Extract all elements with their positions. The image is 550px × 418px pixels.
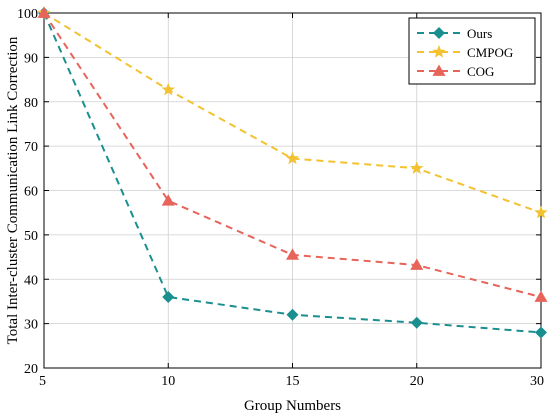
y-tick-label: 90 (24, 51, 38, 66)
x-axis: 5 10 15 20 30 (39, 13, 544, 389)
legend-item: CMPOG (417, 45, 513, 60)
data-point (410, 316, 423, 329)
data-point (534, 205, 548, 219)
data-point (285, 151, 300, 165)
y-tick-label: 60 (24, 185, 38, 200)
y-tick-label: 70 (24, 140, 38, 155)
data-point (535, 326, 547, 339)
data-point (161, 194, 175, 206)
x-tick-label: 30 (530, 374, 544, 389)
y-tick-label: 40 (24, 273, 38, 288)
data-point (162, 291, 175, 303)
y-axis-title: Total Inter-cluster Communication Link C… (5, 36, 21, 344)
series-ours (38, 7, 547, 339)
legend-label: COG (467, 64, 494, 79)
legend: Ours CMPOG COG (408, 17, 536, 85)
y-tick-label: 30 (24, 318, 38, 333)
x-axis-title: Group Numbers (244, 398, 341, 414)
legend-label: Ours (467, 26, 492, 41)
series-cog (37, 6, 548, 302)
x-tick-label: 20 (410, 374, 424, 389)
y-axis: 20 30 40 50 60 70 80 90 100 (17, 7, 541, 377)
x-tick-label: 15 (286, 374, 300, 389)
data-point (410, 258, 424, 270)
data-point (37, 6, 51, 18)
legend-marker (433, 27, 445, 39)
legend-marker (432, 64, 446, 76)
series-layer (37, 6, 548, 339)
x-tick-label: 10 (161, 374, 175, 389)
y-tick-label: 50 (24, 229, 38, 244)
y-tick-label: 100 (17, 7, 38, 22)
legend-label: CMPOG (467, 45, 513, 60)
legend-item: Ours (417, 26, 492, 41)
y-tick-label: 80 (24, 96, 38, 111)
data-point (286, 308, 299, 321)
data-point (161, 82, 175, 96)
legend-marker (432, 45, 446, 58)
x-tick-label: 5 (39, 374, 46, 389)
data-point (286, 248, 299, 260)
y-tick-label: 20 (24, 362, 38, 377)
data-point (410, 161, 424, 174)
legend-item: COG (417, 64, 494, 79)
data-point (534, 290, 548, 302)
